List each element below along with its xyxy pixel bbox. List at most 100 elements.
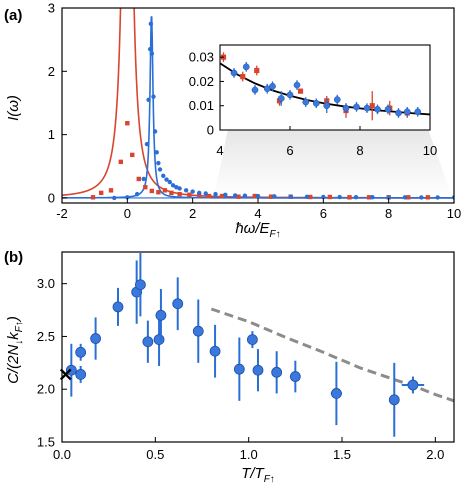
blue-data-point <box>337 194 342 200</box>
red-data-point <box>90 195 96 200</box>
panel-b-data-point <box>330 388 342 399</box>
panel-a-xtick-label: 2 <box>189 206 196 221</box>
panel-b-data-point <box>271 366 283 378</box>
blue-data-point <box>154 150 159 155</box>
blue-inset-point <box>342 104 350 112</box>
panel-b-xtick-label: 0.5 <box>146 447 164 462</box>
blue-data-point <box>321 194 326 200</box>
blue-data-point <box>170 183 176 188</box>
panel-a-label: (a) <box>4 7 22 24</box>
red-data-point <box>406 195 411 200</box>
blue-data-point <box>183 188 189 193</box>
red-data-point <box>187 192 192 197</box>
blue-inset-point <box>277 95 285 102</box>
blue-data-point <box>141 176 146 182</box>
red-data-point <box>162 188 168 193</box>
blue-inset-point <box>363 104 371 112</box>
red-data-point <box>268 194 274 199</box>
blue-data-point <box>304 194 310 199</box>
red-data-point <box>308 194 313 200</box>
blue-inset-point <box>374 106 381 113</box>
red-data-point <box>366 195 372 200</box>
red-data-point <box>149 188 155 194</box>
panel-b-data-point <box>75 369 87 380</box>
red-inset-point <box>254 67 260 74</box>
inset-xtick-label: 4 <box>216 143 223 158</box>
blue-data-point <box>148 46 153 52</box>
blue-data-point <box>435 195 440 200</box>
panel-b-xtick-label: 2.0 <box>426 447 444 462</box>
blue-inset-point <box>414 108 422 116</box>
panel-b-data-point <box>134 279 146 291</box>
panel-b-data-point <box>289 371 301 382</box>
blue-data-point <box>112 195 117 201</box>
blue-inset-point <box>269 82 276 90</box>
panel-b-data-point <box>209 345 221 357</box>
panel-b-ticks: 0.0 0.5 1.0 1.5 2.0 1.5 2.0 2.5 3.0 <box>37 276 444 462</box>
red-data-point <box>143 184 148 190</box>
blue-inset-point <box>230 69 238 77</box>
red-data-point <box>130 152 135 158</box>
blue-inset-point <box>384 106 392 113</box>
blue-data-point <box>164 177 169 182</box>
red-data-point <box>177 191 182 197</box>
blue-data-point <box>134 191 140 197</box>
red-data-point <box>252 193 257 199</box>
blue-data-point <box>148 21 154 27</box>
panel-b-ytick-label: 1.5 <box>37 435 55 450</box>
panel-b-ytick-label: 2.5 <box>37 329 55 344</box>
blue-data-point <box>272 194 277 199</box>
blue-inset-point <box>403 108 411 116</box>
blue-data-point <box>167 179 172 185</box>
panel-b-xtick-label: 1.5 <box>333 447 351 462</box>
inset-ytick-label: 0 <box>207 123 214 138</box>
blue-data-point <box>232 193 238 198</box>
blue-inset-point <box>333 96 341 103</box>
panel-a-xlabel: ħω/EF↑ <box>235 220 280 240</box>
blue-data-point <box>223 192 228 197</box>
blue-inset-point <box>353 103 360 111</box>
blue-data-point <box>152 129 158 134</box>
panel-b-data <box>65 253 454 437</box>
red-data-point <box>118 159 123 165</box>
panel-a-ytick-label: 2 <box>48 64 55 79</box>
blue-data-point <box>370 195 375 200</box>
panel-b-data-point <box>246 334 258 346</box>
red-data-point <box>219 193 225 199</box>
panel-b-data-point <box>90 333 101 344</box>
blue-data-point <box>353 194 359 200</box>
panel-a-xtick-label: 8 <box>385 206 392 221</box>
inset-ytick-label: 0.01 <box>189 98 214 113</box>
panel-b-data-point <box>172 298 184 310</box>
panel-a-xtick-label: 4 <box>254 206 261 221</box>
red-data-point <box>169 190 174 196</box>
panel-b-xtick-label: 1.0 <box>240 447 258 462</box>
panel-a-xtick-label: -2 <box>56 206 68 221</box>
blue-inset-point <box>302 98 310 106</box>
panel-b-data-point <box>142 336 154 348</box>
panel-b-data-point <box>252 364 264 376</box>
blue-inset-point <box>312 99 320 107</box>
blue-data-point <box>156 160 161 166</box>
inset-data <box>219 52 431 121</box>
blue-inset-point <box>293 81 301 89</box>
inset-zoom-shade <box>214 129 452 197</box>
red-data-point <box>197 193 202 198</box>
blue-inset-point <box>323 102 331 110</box>
blue-data-point <box>161 173 166 178</box>
blue-data-point <box>177 186 182 191</box>
inset-frame <box>219 44 431 131</box>
panel-b-frame <box>61 251 455 443</box>
blue-data-point <box>242 193 248 198</box>
panel-a-ytick-label: 1 <box>48 127 55 142</box>
blue-inset-point <box>286 91 294 99</box>
red-inset-point <box>297 88 304 94</box>
panel-b-data-point <box>112 301 124 313</box>
panel-b-plot: 0.0 0.5 1.0 1.5 2.0 1.5 2.0 2.5 3.0 C/(2N↓kF↑) T… <box>5 251 455 485</box>
red-data-point <box>347 195 352 200</box>
blue-inset-point <box>242 63 250 71</box>
theory-dashed-curve <box>210 307 454 403</box>
blue-data-point <box>197 190 202 196</box>
